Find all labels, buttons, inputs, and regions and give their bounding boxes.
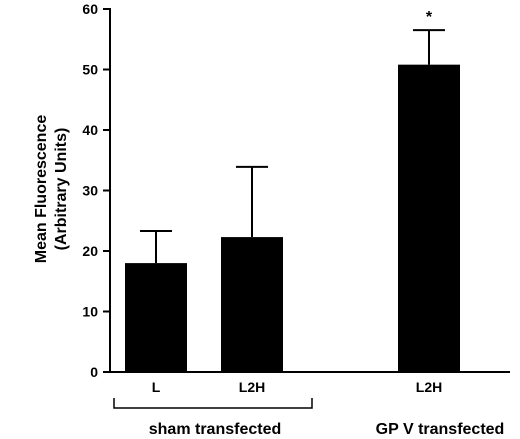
bar — [221, 237, 283, 372]
y-tick-label: 30 — [82, 183, 98, 199]
group-bracket — [113, 398, 313, 409]
significance-marker: * — [426, 9, 433, 26]
y-ticks: 0 10 20 30 40 50 60 — [82, 1, 110, 380]
y-tick-label: 20 — [82, 243, 98, 259]
bar — [398, 64, 460, 372]
y-tick-label: 40 — [82, 122, 98, 138]
y-axis-label-line2: (Arbitrary Units) — [53, 128, 70, 251]
category-label: L2H — [239, 379, 265, 395]
y-tick-label: 10 — [82, 304, 98, 320]
y-axis-label-line1: Mean Fluorescence — [33, 115, 50, 264]
bar — [125, 263, 187, 372]
group-label-sham: sham transfected — [149, 421, 282, 438]
y-tick-label: 60 — [82, 1, 98, 17]
category-label: L — [152, 379, 161, 395]
category-labels: L L2H L2H — [152, 379, 443, 395]
category-label: L2H — [416, 379, 442, 395]
y-tick-label: 0 — [90, 364, 98, 380]
bars: * — [125, 9, 460, 372]
group-label-gpv: GP V transfected — [376, 421, 505, 438]
y-tick-label: 50 — [82, 62, 98, 78]
